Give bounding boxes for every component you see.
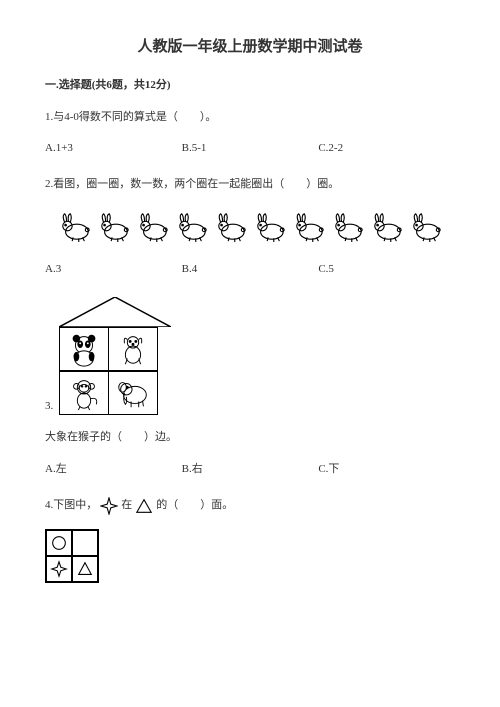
empty-cell (72, 530, 98, 556)
star4-icon (46, 556, 72, 582)
triangle-icon (135, 497, 153, 515)
rabbit-row (45, 211, 455, 243)
page-title: 人教版一年级上册数学期中测试卷 (45, 35, 455, 59)
q2-option-a: A.3 (45, 261, 182, 279)
q3-number: 3. (45, 398, 53, 416)
question-1: 1.与4-0得数不同的算式是（ ）。 (45, 109, 455, 127)
q2-options: A.3 B.4 C.5 (45, 261, 455, 279)
triangle-icon (72, 556, 98, 582)
question-3-row: 3. (45, 297, 455, 416)
question-4: 4.下图中， 在 的（ ）面。 (45, 497, 455, 515)
q4-mid: 在 (121, 497, 132, 515)
q2-option-c: C.5 (318, 261, 455, 279)
rabbit-icon (329, 211, 367, 243)
rabbit-icon (251, 211, 289, 243)
rabbit-icon (134, 211, 172, 243)
star4-icon (100, 497, 118, 515)
rabbit-icon (173, 211, 211, 243)
rabbit-icon (368, 211, 406, 243)
q2-option-b: B.4 (182, 261, 319, 279)
rabbit-icon (290, 211, 328, 243)
question-2: 2.看图，圈一圈，数一数，两个圈在一起能圈出（ ）圈。 (45, 176, 455, 194)
panda-icon (59, 327, 109, 372)
q1-option-a: A.1+3 (45, 140, 182, 158)
q3-option-a: A.左 (45, 461, 182, 479)
shapes-grid (45, 529, 99, 583)
rabbit-icon (212, 211, 250, 243)
dog-icon (108, 327, 158, 372)
rabbit-icon (407, 211, 445, 243)
circle-icon (46, 530, 72, 556)
monkey-icon (59, 370, 109, 415)
rabbit-icon (56, 211, 94, 243)
q4-post: 的（ ）面。 (156, 497, 233, 515)
elephant-icon (108, 370, 158, 415)
house-grid-icon (59, 297, 171, 416)
q3-option-b: B.右 (182, 461, 319, 479)
q3-options: A.左 B.右 C.下 (45, 461, 455, 479)
q1-options: A.1+3 B.5-1 C.2-2 (45, 140, 455, 158)
q1-option-b: B.5-1 (182, 140, 319, 158)
q3-option-c: C.下 (318, 461, 455, 479)
q4-pre: 4.下图中， (45, 497, 97, 515)
section-header: 一.选择题(共6题，共12分) (45, 77, 455, 95)
question-3-text: 大象在猴子的（ ）边。 (45, 429, 455, 447)
q1-option-c: C.2-2 (318, 140, 455, 158)
rabbit-icon (95, 211, 133, 243)
